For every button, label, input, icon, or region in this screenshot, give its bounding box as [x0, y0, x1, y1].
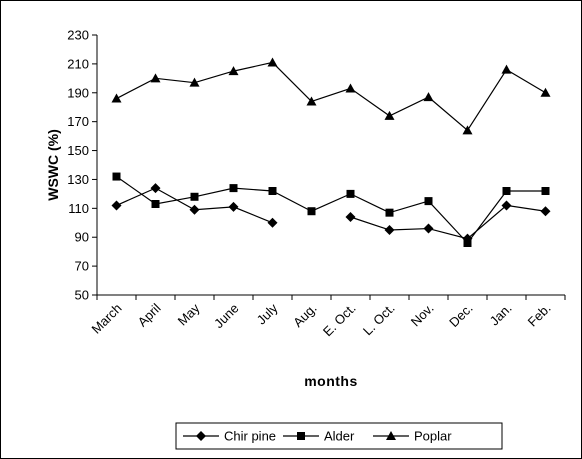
- data-point: [385, 208, 394, 217]
- y-tick-label: 110: [68, 201, 89, 216]
- legend: Chir pine Alder Poplar: [175, 422, 503, 450]
- data-point: [423, 223, 434, 234]
- x-tick-label: Feb.: [525, 301, 554, 330]
- series-line: [350, 204, 546, 240]
- x-tick-label: March: [88, 301, 124, 337]
- data-point: [463, 239, 472, 247]
- data-point: [384, 225, 395, 235]
- x-tick-label: June: [211, 301, 242, 332]
- data-point: [268, 187, 277, 195]
- y-tick-label: 130: [67, 172, 89, 187]
- data-point: [307, 207, 316, 216]
- y-tick-label: 90: [75, 230, 89, 245]
- data-point: [346, 189, 355, 198]
- data-point: [228, 66, 239, 76]
- data-point: [384, 110, 395, 120]
- y-tick-label: 50: [75, 288, 89, 303]
- data-point: [190, 192, 199, 201]
- data-point: [306, 96, 317, 106]
- legend-entry: Alder: [283, 429, 355, 444]
- legend-label: Poplar: [414, 429, 452, 444]
- legend-entry: Chir pine: [183, 429, 276, 444]
- legend-label: Chir pine: [224, 429, 276, 444]
- legend-marker: [297, 432, 305, 440]
- data-point: [267, 217, 278, 228]
- legend-entry: Poplar: [373, 429, 452, 444]
- data-point: [189, 204, 200, 215]
- x-tick-label: April: [135, 300, 164, 329]
- data-point: [111, 93, 122, 103]
- data-point: [151, 200, 160, 208]
- x-tick-label: L. Oct.: [360, 301, 398, 339]
- data-point: [229, 184, 238, 193]
- legend-box: [175, 422, 503, 450]
- series-alder: [112, 172, 550, 247]
- x-tick-label: Jan.: [487, 301, 515, 329]
- y-tick-label: 150: [67, 143, 89, 158]
- data-point: [540, 206, 551, 217]
- data-point: [150, 73, 161, 83]
- x-tick-label: Aug.: [290, 301, 320, 331]
- data-point: [228, 201, 239, 212]
- y-tick-label: 210: [67, 56, 89, 71]
- data-point: [111, 200, 122, 211]
- data-point: [267, 57, 278, 67]
- data-point: [501, 64, 512, 74]
- x-tick-label: E. Oct.: [320, 301, 359, 340]
- x-tick-label: May: [175, 300, 203, 328]
- data-point: [423, 92, 434, 102]
- data-point: [502, 187, 511, 195]
- x-tick-label: Dec.: [446, 301, 476, 331]
- x-tick-label: Nov.: [408, 301, 437, 330]
- data-point: [189, 77, 200, 87]
- y-tick-label: 70: [75, 259, 89, 274]
- data-point: [345, 83, 356, 93]
- legend-marker: [386, 431, 396, 440]
- y-axis-title: WSWC (%): [45, 129, 61, 201]
- series-chir-pine: [111, 183, 551, 244]
- series-poplar: [111, 57, 551, 135]
- legend-label: Alder: [324, 429, 355, 444]
- data-point: [462, 125, 473, 135]
- data-point: [540, 87, 551, 97]
- data-point: [112, 172, 121, 181]
- data-point: [501, 200, 512, 211]
- y-tick-label: 170: [67, 114, 89, 129]
- x-tick-label: July: [254, 300, 281, 327]
- data-point: [541, 187, 550, 195]
- y-tick-label: 190: [67, 85, 89, 100]
- legend-marker: [196, 431, 206, 441]
- series-line: [116, 61, 546, 132]
- y-tick-label: 230: [67, 28, 89, 43]
- x-axis-title: months: [304, 373, 358, 389]
- data-point: [150, 183, 161, 194]
- data-point: [424, 197, 433, 206]
- series-line: [116, 176, 546, 244]
- data-point: [345, 212, 356, 222]
